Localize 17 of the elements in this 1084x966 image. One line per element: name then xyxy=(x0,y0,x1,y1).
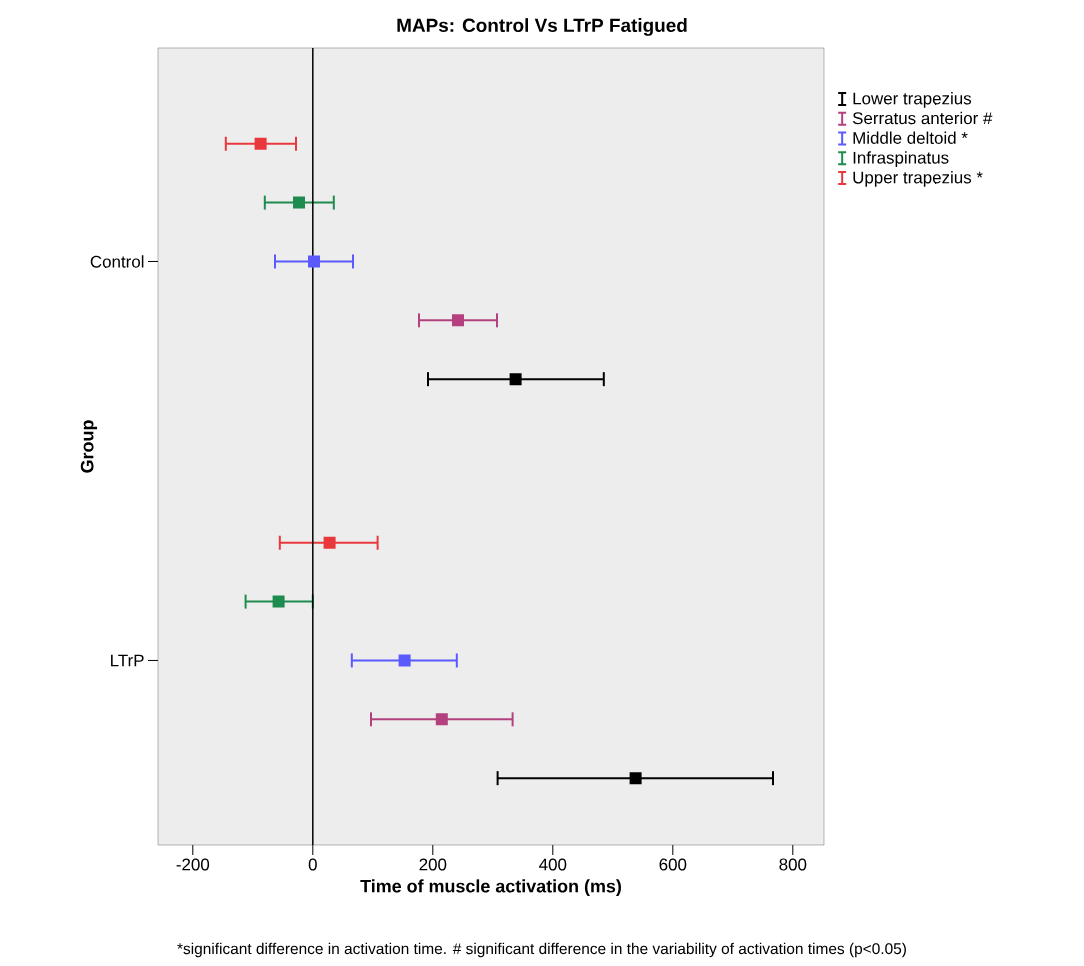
legend-label: Serratus anterior # xyxy=(852,111,993,125)
x-tick-label: 800 xyxy=(779,858,807,871)
x-tick-label: 0 xyxy=(308,858,317,871)
x-tick-label: -200 xyxy=(176,858,210,871)
x-tick-label: 400 xyxy=(539,858,567,871)
legend-label: Lower trapezius xyxy=(853,92,972,108)
y-tick-label: LTrP xyxy=(111,654,144,667)
x-tick-label: 600 xyxy=(659,858,687,871)
x-tick-label: 200 xyxy=(419,858,447,871)
chart-title: MAPs: Control Vs LTrP Fatigued xyxy=(397,18,687,36)
legend-label: Upper trapezius * xyxy=(853,171,983,187)
legend-label: Infraspinatus xyxy=(853,151,949,168)
x-axis-title: Time of muscle activation (ms) xyxy=(360,879,621,897)
y-tick-label: Control xyxy=(90,255,144,268)
text: *significant difference in activation time. # significant difference in the variability of activation times (p<0.05) xyxy=(177,942,906,958)
y-axis-title: Group xyxy=(80,420,98,473)
legend-label: Middle deltoid * xyxy=(853,131,968,144)
